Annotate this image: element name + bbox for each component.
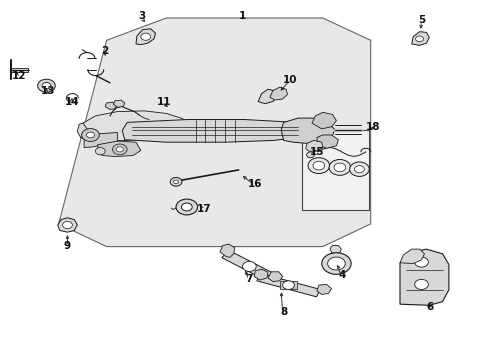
Text: 15: 15 bbox=[309, 147, 324, 157]
Text: 6: 6 bbox=[426, 302, 433, 312]
Polygon shape bbox=[269, 87, 287, 100]
Polygon shape bbox=[58, 218, 77, 232]
Circle shape bbox=[282, 281, 294, 289]
Circle shape bbox=[306, 152, 314, 158]
Circle shape bbox=[86, 132, 94, 138]
Circle shape bbox=[349, 162, 368, 176]
Text: 16: 16 bbox=[247, 179, 262, 189]
Polygon shape bbox=[122, 120, 305, 142]
Text: 4: 4 bbox=[338, 270, 346, 280]
Circle shape bbox=[62, 221, 72, 229]
Text: 2: 2 bbox=[102, 46, 108, 56]
Text: 14: 14 bbox=[65, 96, 80, 107]
Polygon shape bbox=[329, 246, 341, 253]
Polygon shape bbox=[222, 250, 276, 283]
Circle shape bbox=[95, 148, 105, 155]
Circle shape bbox=[181, 203, 192, 211]
Polygon shape bbox=[81, 111, 190, 140]
Text: 7: 7 bbox=[245, 274, 253, 284]
Circle shape bbox=[42, 82, 51, 89]
Polygon shape bbox=[399, 249, 448, 305]
Text: 8: 8 bbox=[280, 307, 286, 318]
Text: 5: 5 bbox=[417, 15, 424, 25]
Text: 13: 13 bbox=[41, 86, 55, 96]
Text: 12: 12 bbox=[11, 71, 26, 81]
Circle shape bbox=[333, 163, 345, 172]
Polygon shape bbox=[254, 269, 267, 280]
Circle shape bbox=[307, 158, 329, 174]
Circle shape bbox=[414, 257, 427, 267]
Text: 18: 18 bbox=[365, 122, 379, 132]
Polygon shape bbox=[281, 118, 334, 143]
Circle shape bbox=[38, 79, 55, 92]
Polygon shape bbox=[258, 89, 277, 104]
Polygon shape bbox=[59, 18, 370, 247]
Circle shape bbox=[242, 261, 256, 271]
Polygon shape bbox=[279, 281, 297, 289]
Polygon shape bbox=[305, 140, 322, 151]
Circle shape bbox=[328, 159, 350, 175]
Circle shape bbox=[176, 199, 197, 215]
Circle shape bbox=[312, 161, 324, 170]
Polygon shape bbox=[267, 272, 282, 282]
Circle shape bbox=[321, 253, 350, 274]
Polygon shape bbox=[411, 32, 428, 45]
Polygon shape bbox=[316, 284, 331, 294]
Polygon shape bbox=[113, 100, 124, 107]
Circle shape bbox=[116, 147, 123, 152]
Text: 9: 9 bbox=[64, 240, 71, 251]
Circle shape bbox=[112, 144, 127, 155]
Circle shape bbox=[141, 33, 150, 40]
Polygon shape bbox=[11, 68, 28, 72]
Circle shape bbox=[327, 257, 345, 270]
Circle shape bbox=[170, 177, 182, 186]
Circle shape bbox=[81, 129, 99, 141]
Text: 3: 3 bbox=[138, 11, 145, 21]
Polygon shape bbox=[105, 102, 116, 109]
Circle shape bbox=[415, 36, 423, 42]
Polygon shape bbox=[136, 29, 155, 45]
Polygon shape bbox=[84, 132, 117, 148]
Text: 17: 17 bbox=[197, 204, 211, 214]
Polygon shape bbox=[311, 112, 336, 129]
Polygon shape bbox=[399, 249, 424, 264]
Text: 1: 1 bbox=[238, 11, 245, 21]
Circle shape bbox=[414, 279, 427, 289]
Bar bbox=[302, 130, 368, 210]
Polygon shape bbox=[77, 123, 87, 138]
Text: 11: 11 bbox=[156, 96, 171, 107]
Polygon shape bbox=[220, 244, 234, 257]
Polygon shape bbox=[256, 273, 320, 297]
Circle shape bbox=[354, 166, 364, 173]
Circle shape bbox=[173, 180, 178, 184]
Text: 10: 10 bbox=[283, 75, 297, 85]
Polygon shape bbox=[316, 135, 338, 148]
Polygon shape bbox=[98, 141, 141, 157]
